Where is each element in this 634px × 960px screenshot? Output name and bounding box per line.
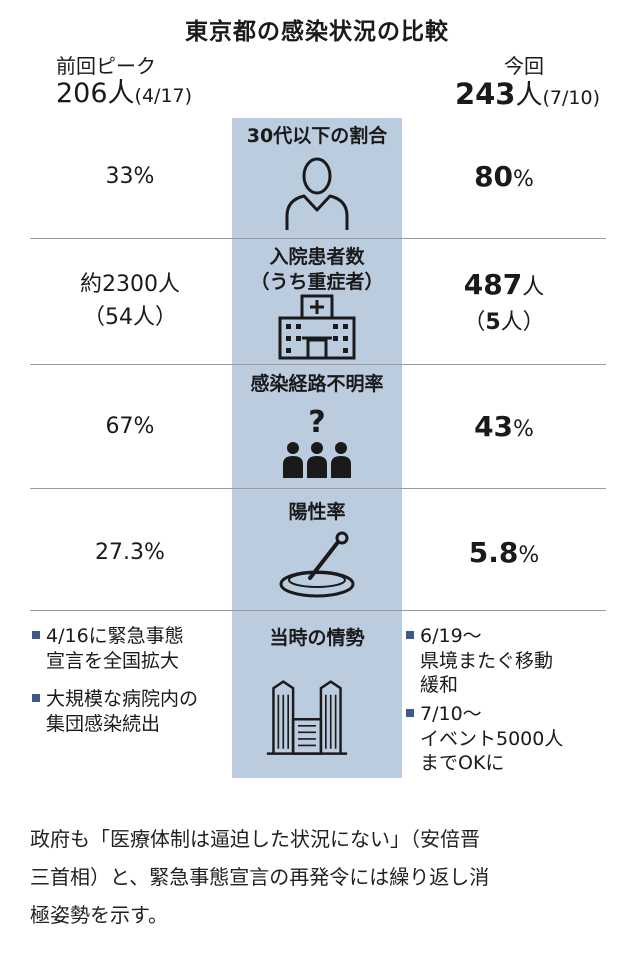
svg-text:?: ? — [308, 405, 325, 440]
bullet-square-icon — [32, 694, 40, 703]
row-left-value: 約2300人 （54人） — [30, 268, 230, 334]
row-right-value: 43% — [404, 406, 604, 448]
previous-peak-count: 206 — [56, 78, 108, 109]
bullet-square-icon — [406, 631, 414, 639]
bullet-square-icon — [32, 631, 40, 639]
value-unit: % — [518, 543, 540, 568]
value-unit: % — [513, 417, 534, 442]
value-line: 約2300人 — [30, 268, 230, 301]
list-item-line: 宣言を全国拡大 — [46, 649, 180, 672]
value: 487 — [463, 268, 523, 301]
list-item-line: までOKに — [420, 752, 505, 775]
previous-peak-unit: 人 — [107, 78, 135, 109]
list-item: 7/10～ イベント5000人 までOKに — [406, 702, 616, 776]
current-header: 今回 243人(7/10) — [454, 54, 601, 112]
list-item-line: イベント5000人 — [420, 727, 564, 750]
caption-note: 政府も「医療体制は逼迫した状況にない」（安倍晋 三首相）と、緊急事態宣言の再発令… — [30, 820, 610, 934]
list-item-line: 4/16に緊急事態 — [46, 625, 184, 647]
value: 5.8 — [468, 536, 519, 569]
list-item-line: 大規模な病院内の — [46, 688, 199, 711]
caption-line: 三首相）と、緊急事態宣言の再発令には繰り返し消 — [30, 865, 490, 889]
value-line: 487人 — [404, 264, 604, 306]
row-right-value: 80% — [404, 156, 604, 198]
person-icon — [285, 157, 349, 230]
bullet-square-icon — [406, 709, 414, 718]
list-item-line: 県境またぐ移動 — [420, 649, 554, 672]
value-sub-post: 人） — [500, 310, 545, 335]
previous-peak-date: (4/17) — [134, 85, 193, 107]
value-sub: （54人） — [83, 305, 177, 330]
current-count-line: 243人(7/10) — [454, 77, 601, 111]
list-item: 大規模な病院内の 集団感染続出 — [32, 687, 232, 736]
current-unit: 人 — [515, 80, 543, 111]
buildings-icon — [266, 680, 348, 755]
row-divider — [30, 238, 606, 239]
category-label: 感染経路不明率 — [250, 373, 384, 395]
row-left-value: 67% — [30, 410, 230, 443]
value: 43 — [474, 410, 514, 443]
current-situation-list: 6/19～ 県境またぐ移動 緩和 7/10～ イベント5000人 までOKに — [406, 624, 616, 780]
value-sub: （5人） — [404, 306, 604, 339]
list-item-line: 集団感染続出 — [46, 713, 161, 736]
current-date: (7/10) — [542, 87, 601, 109]
value-sub-num: 5 — [485, 310, 501, 335]
list-item: 4/16に緊急事態 宣言を全国拡大 — [32, 624, 232, 673]
previous-peak-header: 前回ピーク 206人(4/17) — [56, 54, 192, 110]
previous-peak-label: 前回ピーク — [56, 54, 156, 78]
category-label-line: 入院患者数 — [269, 246, 365, 268]
previous-situation-list: 4/16に緊急事態 宣言を全国拡大 大規模な病院内の 集団感染続出 — [32, 624, 232, 751]
value-unit: % — [133, 164, 155, 189]
list-item-line: 7/10～ — [420, 703, 482, 726]
category-label: 入院患者数 （うち重症者） — [232, 245, 402, 294]
unknown-people-icon: ? — [283, 405, 351, 478]
value-prefix: 約 — [79, 272, 102, 297]
current-count: 243 — [454, 77, 516, 111]
list-item: 6/19～ 県境またぐ移動 緩和 — [406, 624, 616, 698]
value-unit: % — [133, 414, 155, 439]
current-label: 今回 — [504, 54, 544, 78]
value-unit: 人 — [158, 272, 181, 297]
petri-dish-icon — [279, 531, 355, 598]
chart-title: 東京都の感染状況の比較 — [185, 19, 449, 45]
row-left-value: 33% — [30, 160, 230, 193]
row-divider — [30, 488, 606, 489]
row-right-value: 487人 （5人） — [404, 264, 604, 339]
previous-peak-count-line: 206人(4/17) — [56, 78, 192, 109]
category-label: 陽性率 — [288, 501, 346, 523]
row-divider — [30, 364, 606, 365]
list-item-line: 6/19～ — [420, 625, 482, 647]
row-right-value: 5.8% — [404, 532, 604, 574]
caption-line: 政府も「医療体制は逼迫した状況にない」（安倍晋 — [30, 827, 480, 851]
row-left-value: 27.3% — [30, 536, 230, 569]
value: 27.3 — [95, 540, 145, 565]
value-sub-pre: （ — [463, 310, 486, 335]
value-unit: 人 — [522, 275, 545, 300]
value: 2300 — [102, 272, 158, 297]
value-unit: % — [513, 167, 534, 192]
category-label: 当時の情勢 — [269, 627, 365, 649]
value: 80 — [474, 160, 514, 193]
value: 67 — [105, 414, 134, 439]
category-label: 30代以下の割合 — [246, 125, 388, 147]
category-label-line: （うち重症者） — [250, 270, 384, 293]
hospital-icon — [278, 294, 356, 360]
value-unit: % — [144, 540, 165, 565]
caption-line: 極姿勢を示す。 — [30, 903, 168, 927]
list-item-line: 緩和 — [420, 674, 459, 697]
value: 33 — [105, 164, 134, 189]
row-divider — [30, 610, 606, 611]
